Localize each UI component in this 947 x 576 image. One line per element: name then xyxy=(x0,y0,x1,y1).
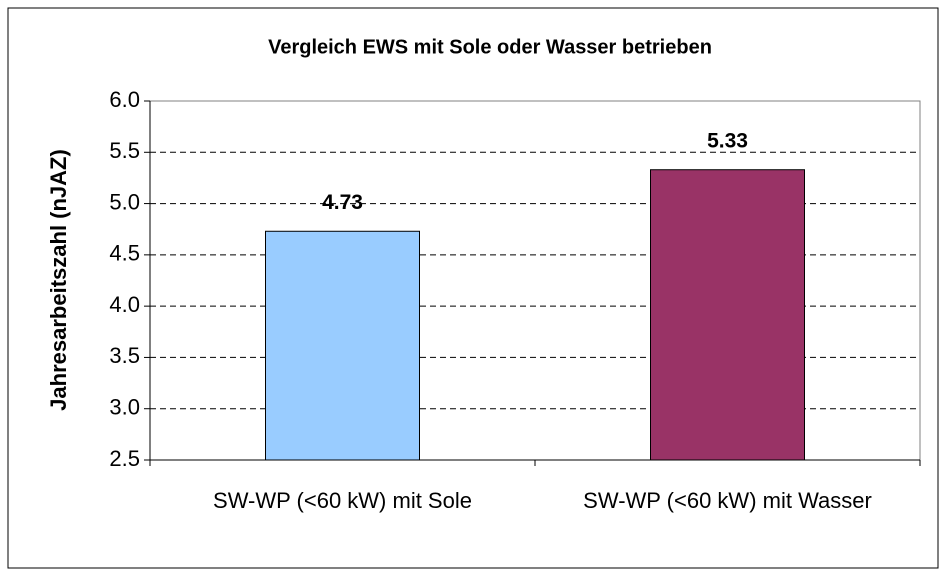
y-tick-label: 5.0 xyxy=(109,189,140,214)
bar xyxy=(650,169,805,461)
x-tick-label: SW-WP (<60 kW) mit Wasser xyxy=(583,488,872,513)
data-label: 4.73 xyxy=(322,191,363,214)
y-tick-label: 6.0 xyxy=(109,87,140,112)
x-tick-label: SW-WP (<60 kW) mit Sole xyxy=(213,488,472,513)
chart-title: Vergleich EWS mit Sole oder Wasser betri… xyxy=(268,36,712,58)
data-label: 5.33 xyxy=(707,129,748,152)
y-tick-label: 4.0 xyxy=(109,292,140,317)
y-tick-label: 3.0 xyxy=(109,395,140,420)
y-tick-label: 2.5 xyxy=(109,446,140,471)
y-axis-label: Jahresarbeitszahl (nJAZ) xyxy=(46,149,71,411)
y-tick-label: 5.5 xyxy=(109,138,140,163)
y-tick-label: 4.5 xyxy=(109,241,140,266)
bar xyxy=(265,230,420,461)
y-tick-label: 3.5 xyxy=(109,343,140,368)
